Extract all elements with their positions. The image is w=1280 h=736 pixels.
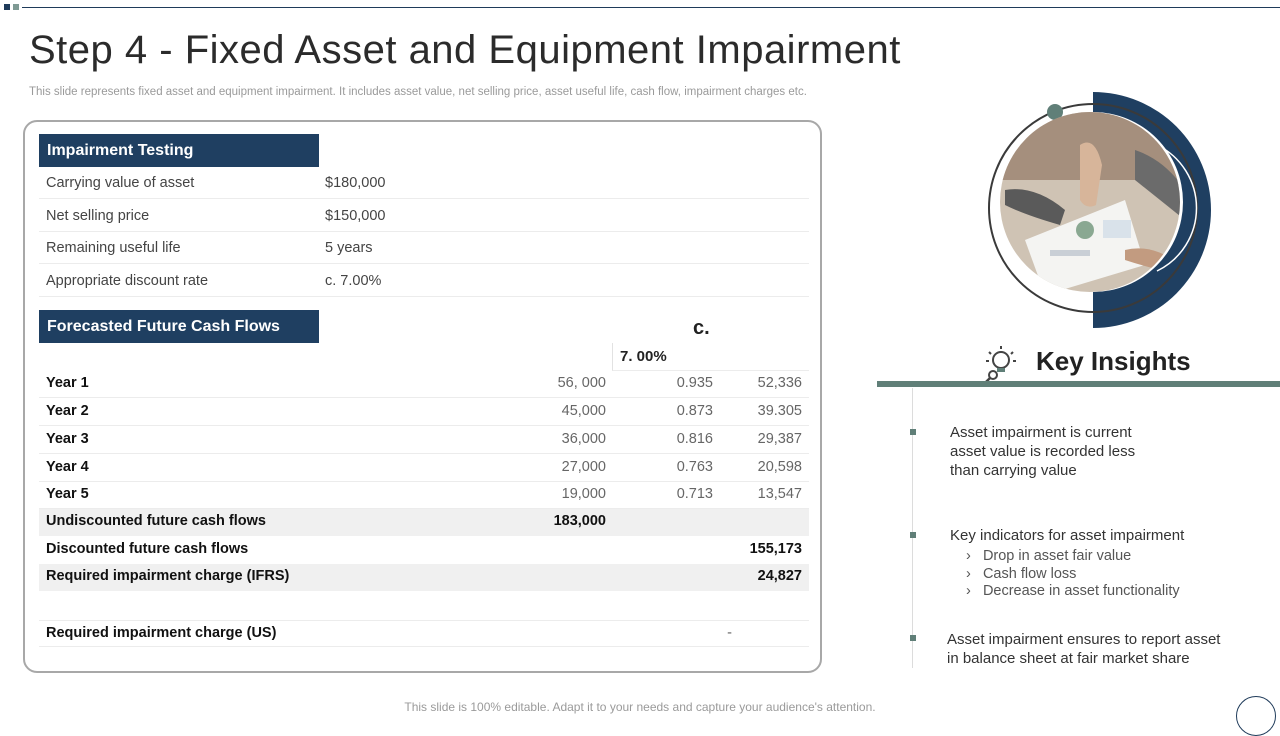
insight-2-bullet: › Decrease in asset functionality bbox=[966, 582, 1180, 600]
discounted-label: Discounted future cash flows bbox=[46, 541, 249, 557]
year-factor: 0.816 bbox=[676, 431, 713, 447]
year-cash: 45,000 bbox=[561, 403, 606, 419]
navy-arc bbox=[1093, 92, 1211, 328]
us-charge-value: - bbox=[727, 625, 732, 641]
undiscounted-row: Undiscounted future cash flows 183,000 bbox=[39, 509, 809, 536]
undiscounted-label: Undiscounted future cash flows bbox=[46, 513, 266, 529]
business-meeting-photo bbox=[985, 90, 1215, 330]
chevron-right-icon: › bbox=[966, 583, 971, 599]
corner-circle-decoration bbox=[1236, 696, 1276, 736]
undiscounted-value: 183,000 bbox=[553, 513, 606, 529]
page-title: Step 4 - Fixed Asset and Equipment Impai… bbox=[29, 28, 901, 72]
discounted-value: 155,173 bbox=[749, 541, 802, 557]
testing-value: 5 years bbox=[325, 240, 373, 256]
insight-3: Asset impairment ensures to report asset… bbox=[947, 630, 1220, 668]
testing-value: c. 7.00% bbox=[325, 273, 382, 289]
year-label: Year 4 bbox=[46, 459, 89, 475]
year-label: Year 1 bbox=[46, 375, 89, 391]
year-pv: 20,598 bbox=[757, 459, 802, 475]
key-insights-bar bbox=[877, 381, 1280, 387]
insight-1-line: Asset impairment is current bbox=[950, 424, 1132, 441]
insight-2-bullet-text: Decrease in asset functionality bbox=[982, 583, 1180, 599]
key-insights-title: Key Insights bbox=[1036, 346, 1191, 376]
testing-label: Appropriate discount rate bbox=[46, 273, 209, 289]
us-charge-label: Required impairment charge (US) bbox=[46, 625, 277, 641]
year-label: Year 5 bbox=[46, 486, 89, 502]
year-factor: 0.713 bbox=[676, 486, 713, 502]
footer-note: This slide is 100% editable. Adapt it to… bbox=[404, 700, 876, 714]
insight-bullet-icon bbox=[910, 532, 916, 538]
impairment-testing-header: Impairment Testing bbox=[39, 134, 319, 167]
year-factor: 0.763 bbox=[676, 459, 713, 475]
insight-2-bullet-text: Cash flow loss bbox=[982, 566, 1077, 582]
year-factor: 0.935 bbox=[676, 375, 713, 391]
year-pv: 39.305 bbox=[757, 403, 802, 419]
testing-row: Appropriate discount rate c. 7.00% bbox=[39, 265, 809, 297]
insight-1-line: asset value is recorded less bbox=[950, 443, 1136, 460]
insight-2-bullet: › Drop in asset fair value bbox=[966, 547, 1131, 565]
chevron-right-icon: › bbox=[966, 566, 971, 582]
year-cash: 56, 000 bbox=[557, 375, 606, 391]
white-arc bbox=[1156, 144, 1198, 272]
forecast-header: Forecasted Future Cash Flows bbox=[39, 310, 319, 343]
testing-label: Net selling price bbox=[46, 208, 150, 224]
forecast-year-row: Year 4 27,000 0.763 20,598 bbox=[39, 455, 809, 482]
ifrs-charge-label: Required impairment charge (IFRS) bbox=[46, 568, 290, 584]
year-label: Year 2 bbox=[46, 403, 89, 419]
ifrs-charge-row: Required impairment charge (IFRS) 24,827 bbox=[39, 564, 809, 591]
insight-3-line: Asset impairment ensures to report asset bbox=[947, 631, 1221, 648]
chevron-right-icon: › bbox=[966, 548, 971, 564]
testing-value: $180,000 bbox=[325, 175, 386, 191]
insight-2-bullet-text: Drop in asset fair value bbox=[982, 548, 1132, 564]
discount-rate-label: 7. 00% bbox=[612, 343, 809, 371]
discounted-row: Discounted future cash flows 155,173 bbox=[39, 537, 809, 564]
testing-label: Carrying value of asset bbox=[46, 175, 195, 191]
year-pv: 29,387 bbox=[757, 431, 802, 447]
testing-label: Remaining useful life bbox=[46, 240, 181, 256]
testing-row: Net selling price $150,000 bbox=[39, 200, 809, 232]
insight-1-line: than carrying value bbox=[950, 462, 1077, 479]
testing-value: $150,000 bbox=[325, 208, 386, 224]
forecast-year-row: Year 1 56, 000 0.935 52,336 bbox=[39, 371, 809, 398]
insight-3-line: in balance sheet at fair market share bbox=[947, 650, 1190, 667]
year-factor: 0.873 bbox=[676, 403, 713, 419]
insight-bullet-icon bbox=[910, 635, 916, 641]
testing-row: Remaining useful life 5 years bbox=[39, 232, 809, 264]
photo-ring-graphic bbox=[988, 92, 1211, 328]
year-cash: 19,000 bbox=[561, 486, 606, 502]
year-pv: 13,547 bbox=[757, 486, 802, 502]
forecast-year-row: Year 5 19,000 0.713 13,547 bbox=[39, 482, 809, 509]
corner-square-sage bbox=[13, 4, 19, 10]
insight-1: Asset impairment is current asset value … bbox=[950, 423, 1135, 480]
year-label: Year 3 bbox=[46, 431, 89, 447]
insight-2: Key indicators for asset impairment bbox=[950, 527, 1185, 544]
us-charge-row: Required impairment charge (US) - bbox=[39, 620, 809, 647]
lightbulb-icon bbox=[984, 346, 1016, 384]
forecast-year-row: Year 2 45,000 0.873 39.305 bbox=[39, 399, 809, 426]
impairment-card bbox=[23, 120, 822, 673]
page-subtitle: This slide represents fixed asset and eq… bbox=[29, 86, 807, 98]
insights-timeline bbox=[912, 388, 913, 668]
insight-bullet-icon bbox=[910, 429, 916, 435]
year-cash: 27,000 bbox=[561, 459, 606, 475]
discount-column-mark: c. bbox=[693, 317, 710, 339]
year-pv: 52,336 bbox=[757, 375, 802, 391]
corner-square-dark bbox=[4, 4, 10, 10]
top-rule bbox=[22, 7, 1280, 8]
year-cash: 36,000 bbox=[561, 431, 606, 447]
testing-row: Carrying value of asset $180,000 bbox=[39, 167, 809, 199]
ifrs-charge-value: 24,827 bbox=[757, 568, 802, 584]
ring-dot bbox=[1047, 104, 1063, 120]
forecast-year-row: Year 3 36,000 0.816 29,387 bbox=[39, 427, 809, 454]
insight-2-bullet: › Cash flow loss bbox=[966, 565, 1076, 583]
